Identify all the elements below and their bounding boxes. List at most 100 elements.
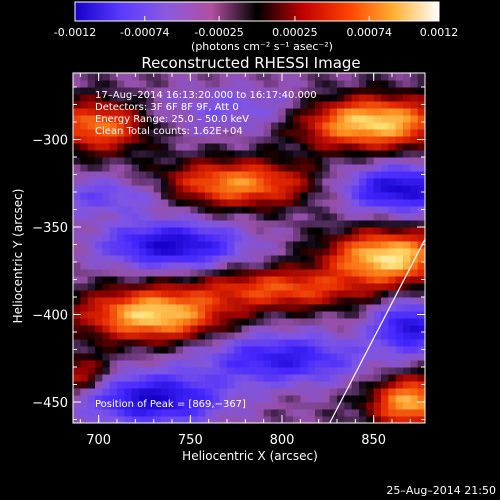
heatmap-cell <box>249 255 257 263</box>
heatmap-cell <box>234 157 243 165</box>
heatmap-cell <box>95 171 103 179</box>
heatmap-cell <box>139 416 147 423</box>
heatmap-cell <box>87 143 96 151</box>
heatmap-cell <box>168 409 177 417</box>
heatmap-cell <box>271 402 279 410</box>
heatmap-cell <box>95 199 103 207</box>
heatmap-cell <box>307 178 316 186</box>
heatmap-cell <box>161 185 169 193</box>
heatmap-cell <box>417 199 425 207</box>
heatmap-cell <box>373 129 382 137</box>
heatmap-cell <box>153 94 162 102</box>
heatmap-cell <box>124 311 133 319</box>
heatmap-cell <box>359 178 367 186</box>
heatmap-cell <box>161 346 169 354</box>
heatmap-cell <box>337 395 345 403</box>
heatmap-cell <box>285 80 294 88</box>
heatmap-cell <box>227 87 235 95</box>
heatmap-cell <box>95 367 103 375</box>
heatmap-cell <box>344 192 353 200</box>
heatmap-cell <box>359 416 367 423</box>
heatmap-cell <box>337 227 345 235</box>
heatmap-cell <box>359 73 367 81</box>
heatmap-cell <box>373 353 382 361</box>
heatmap-cell <box>293 157 301 165</box>
heatmap-cell <box>131 227 140 235</box>
heatmap-cell <box>337 353 345 361</box>
heatmap-cell <box>175 339 184 347</box>
heatmap-cell <box>344 318 353 326</box>
heatmap-cell <box>278 150 287 158</box>
heatmap-cell <box>161 353 169 361</box>
heatmap-cell <box>73 115 81 123</box>
heatmap-cell <box>322 262 331 270</box>
heatmap-cell <box>219 150 228 158</box>
heatmap-cell <box>146 318 155 326</box>
heatmap-cell <box>373 367 382 375</box>
heatmap-cell <box>388 108 397 116</box>
heatmap-cell <box>197 101 206 109</box>
heatmap-cell <box>322 80 331 88</box>
heatmap-cell <box>197 122 206 130</box>
heatmap-cell <box>197 339 206 347</box>
heatmap-cell <box>337 213 345 221</box>
heatmap-cell <box>395 87 404 95</box>
heatmap-cell <box>212 220 221 228</box>
heatmap-cell <box>146 353 155 361</box>
heatmap-cell <box>153 220 162 228</box>
heatmap-cell <box>95 129 103 137</box>
heatmap-cell <box>263 192 272 200</box>
y-axis: −300−350−400−450 <box>32 86 425 420</box>
heatmap-cell <box>183 206 191 214</box>
heatmap-cell <box>344 360 353 368</box>
heatmap-cell <box>234 129 243 137</box>
heatmap-cell <box>146 304 155 312</box>
heatmap-cell <box>102 150 111 158</box>
heatmap-cell <box>403 339 411 347</box>
heatmap-cell <box>263 136 272 144</box>
heatmap-cell <box>373 409 382 417</box>
heatmap-cell <box>197 402 206 410</box>
heatmap-cell <box>271 353 279 361</box>
heatmap-cell <box>80 206 89 214</box>
heatmap-cell <box>227 353 235 361</box>
heatmap-cell <box>102 381 111 389</box>
heatmap-cell <box>307 206 316 214</box>
heatmap-cell <box>373 220 382 228</box>
heatmap-cell <box>80 178 89 186</box>
heatmap-cell <box>403 136 411 144</box>
heatmap-cell <box>293 80 301 88</box>
heatmap-cell <box>300 297 309 305</box>
heatmap-cell <box>153 157 162 165</box>
heatmap-cell <box>109 129 118 137</box>
heatmap-cell <box>381 150 389 158</box>
heatmap-cell <box>175 136 184 144</box>
heatmap-cell <box>146 206 155 214</box>
heatmap-cell <box>161 304 169 312</box>
heatmap-cell <box>337 171 345 179</box>
peak-position-label: Position of Peak = [869,−367] <box>95 399 246 410</box>
heatmap-cell <box>227 248 235 256</box>
heatmap-cell <box>234 87 243 95</box>
heatmap-cell <box>205 297 213 305</box>
heatmap-cell <box>117 129 125 137</box>
heatmap-cell <box>373 381 382 389</box>
heatmap-cell <box>197 150 206 158</box>
heatmap-cell <box>403 234 411 242</box>
heatmap-cell <box>373 262 382 270</box>
heatmap-cell <box>366 241 375 249</box>
heatmap-cell <box>322 227 331 235</box>
heatmap-cell <box>95 255 103 263</box>
heatmap-cell <box>256 122 265 130</box>
heatmap-cell <box>293 353 301 361</box>
heatmap-cell <box>249 360 257 368</box>
heatmap-cell <box>300 213 309 221</box>
heatmap-cell <box>403 269 411 277</box>
heatmap-cell <box>131 220 140 228</box>
heatmap-cell <box>417 332 425 340</box>
heatmap-cell <box>161 262 169 270</box>
heatmap-cell <box>80 311 89 319</box>
heatmap-cell <box>183 248 191 256</box>
heatmap-cell <box>381 87 389 95</box>
heatmap-cell <box>146 227 155 235</box>
